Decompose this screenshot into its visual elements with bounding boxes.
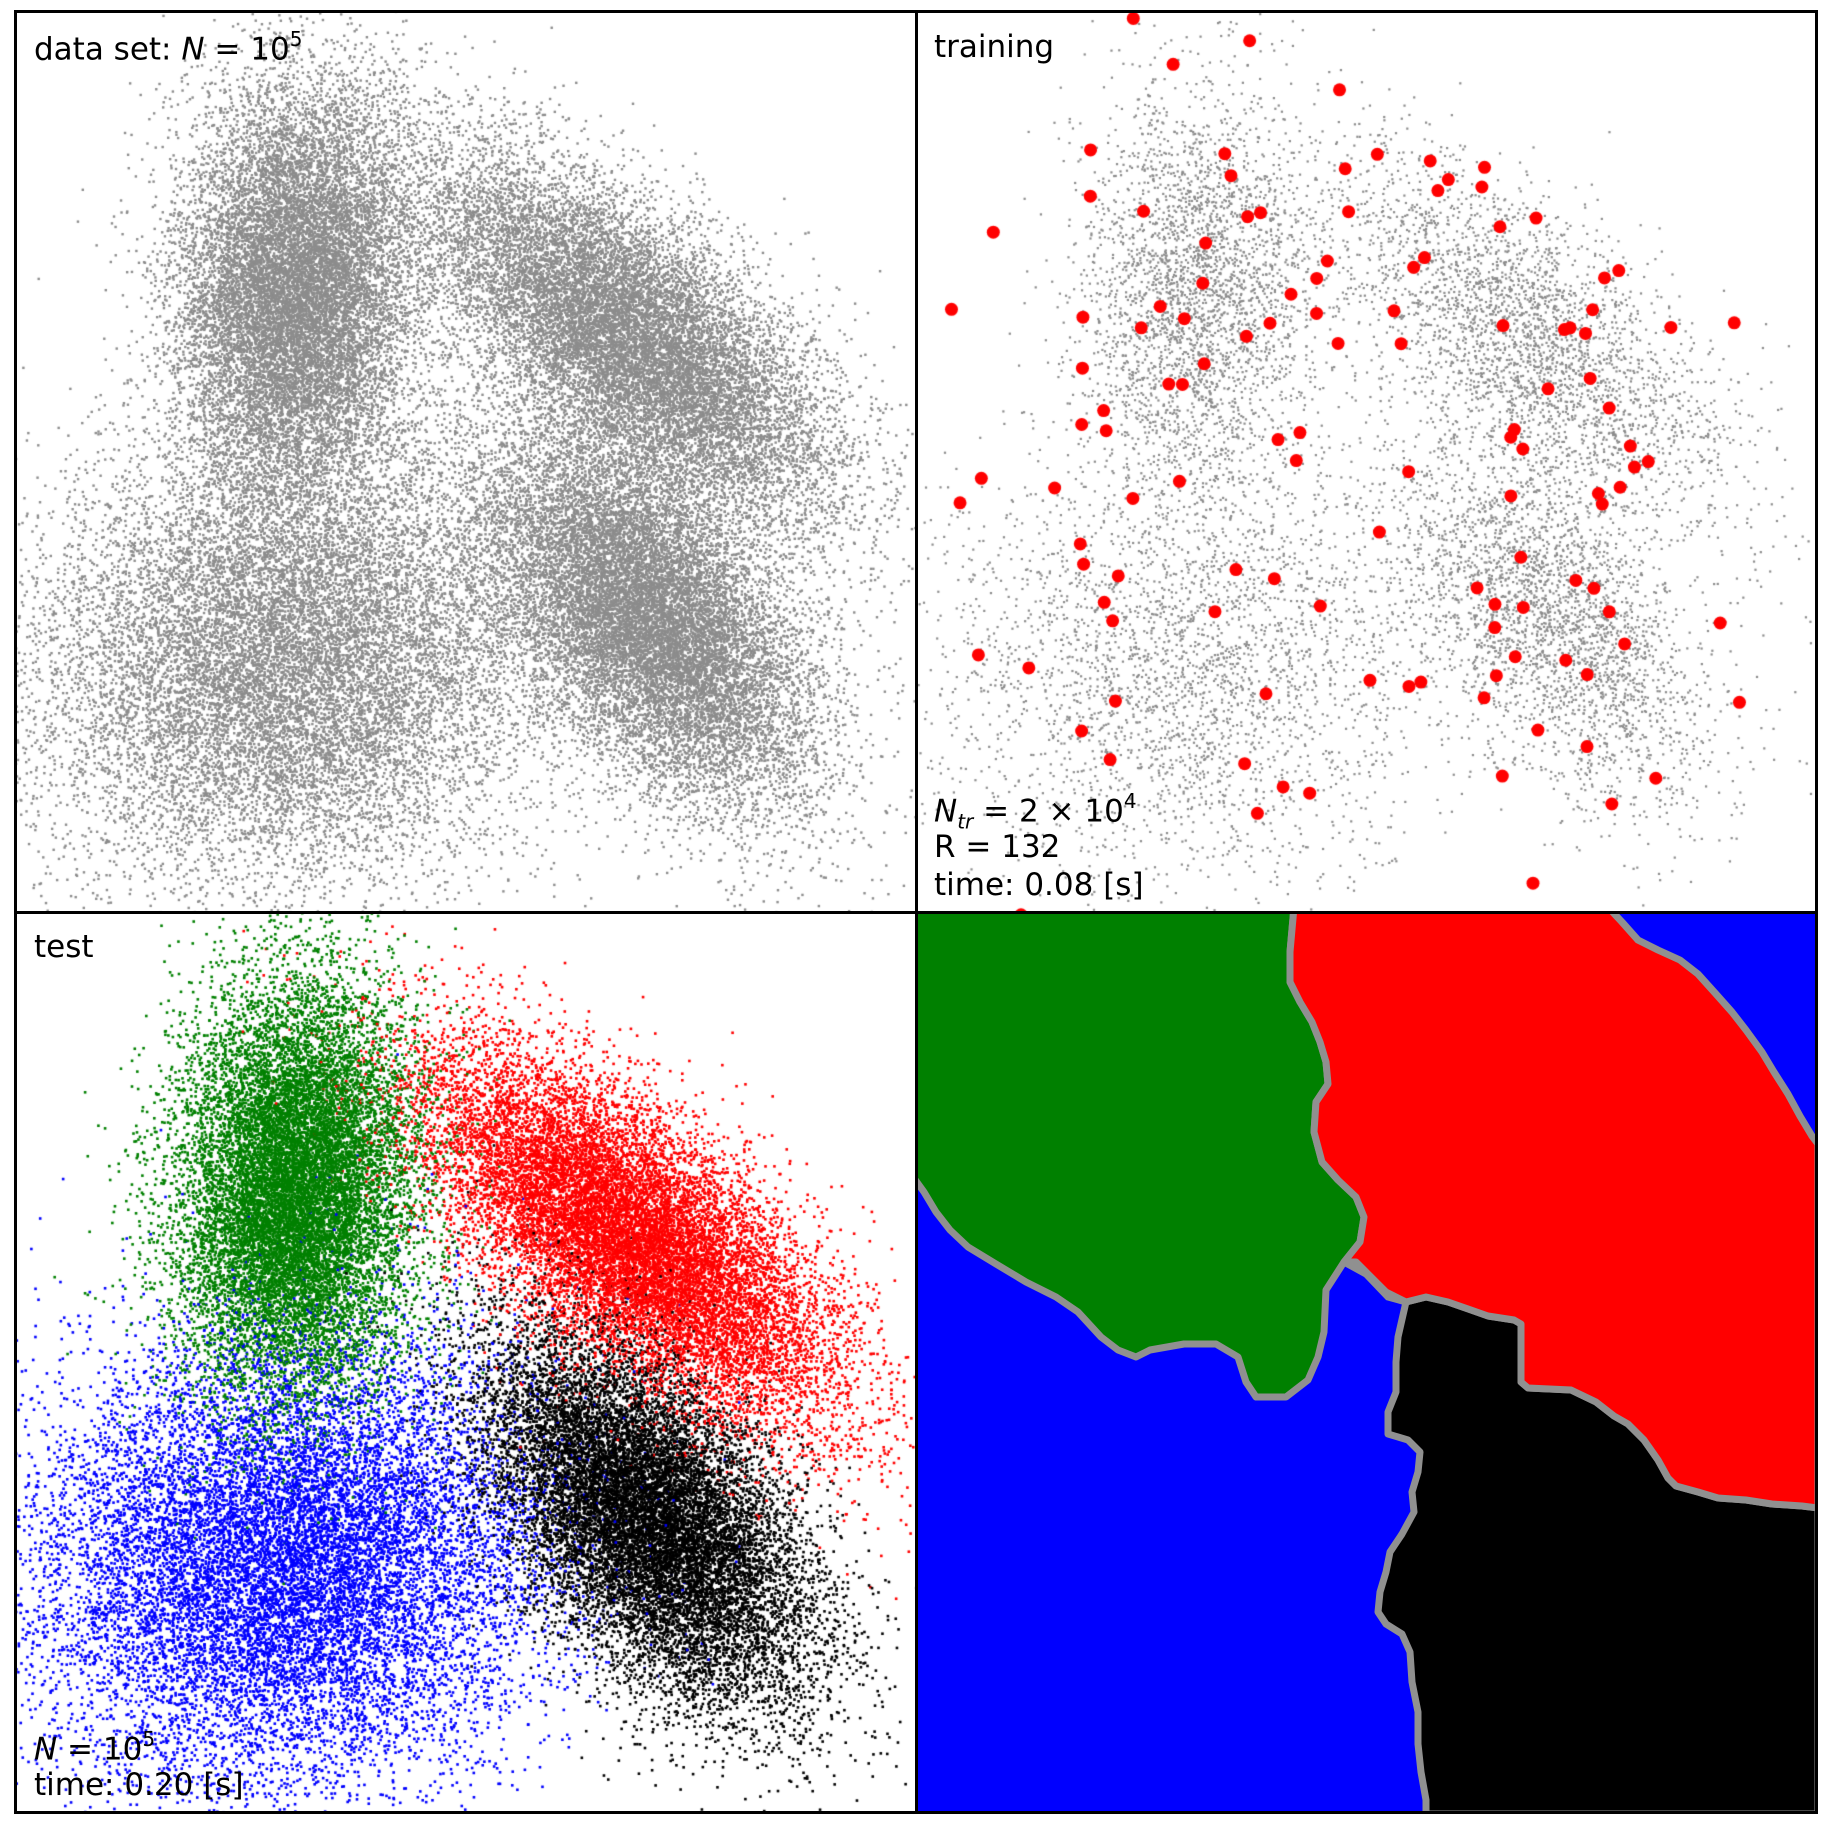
decision-regions-panel: [916, 912, 1816, 1812]
training-ntr-label: Ntr = 2 × 104: [934, 789, 1137, 834]
data-set-title: data set: N = 105: [34, 27, 303, 68]
training-time-label: time: 0.08 [s]: [934, 867, 1144, 903]
data-set-panel: data set: N = 105: [16, 12, 916, 912]
test-title: test: [34, 929, 94, 965]
test-scatter: [16, 912, 916, 1812]
training-r-label: R = 132: [934, 829, 1061, 865]
test-time-label: time: 0.20 [s]: [34, 1767, 244, 1803]
test-panel: test N = 105 time: 0.20 [s]: [16, 912, 916, 1812]
training-title: training: [934, 29, 1055, 65]
test-n-label: N = 105: [34, 1727, 156, 1768]
boundary-green-blue-black: [1342, 1258, 1407, 1306]
decision-regions-map: [916, 912, 1816, 1812]
data-set-scatter: [16, 12, 916, 912]
training-scatter: [916, 12, 1816, 912]
training-panel: training Ntr = 2 × 104 R = 132 time: 0.0…: [916, 12, 1816, 912]
